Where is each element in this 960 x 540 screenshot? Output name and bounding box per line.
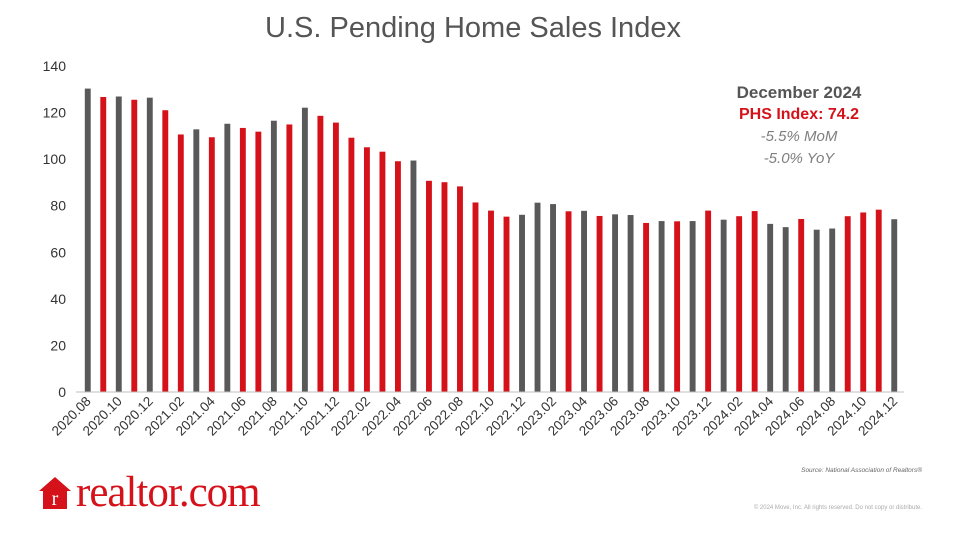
bar-2023.03 [565,211,572,392]
x-axis: 2020.082020.102020.122021.022021.042021.… [49,393,901,438]
logo-wordmark: realtor.com [76,469,261,516]
bar-2023.04 [581,210,588,392]
bar-2022.05 [410,160,417,392]
svg-text:r: r [52,488,59,510]
bar-2024.07 [813,229,820,392]
y-tick-label: 20 [50,337,66,353]
latest-reading-callout: December 2024 PHS Index: 74.2 -5.5% MoM … [704,82,894,170]
callout-index-value: PHS Index: 74.2 [738,106,860,123]
y-tick-label: 120 [43,105,67,121]
bar-2024.12 [891,219,898,392]
y-tick-label: 80 [50,198,66,214]
bar-2022.03 [379,151,386,392]
bar-2021.08 [270,120,277,392]
bar-2021.04 [208,137,215,392]
bar-2023.02 [550,204,556,392]
y-tick-label: 60 [50,244,66,260]
source-note: Source: National Association of Realtors… [801,467,922,474]
bar-2023.05 [596,215,603,392]
callout-mom-change: -5.5% MoM [760,128,838,145]
bar-2023.07 [627,215,634,392]
bar-2022.12 [519,214,525,392]
bar-2024.08 [829,228,836,392]
bar-2022.07 [441,182,448,392]
bar-2022.01 [348,137,355,392]
bar-2021.10 [301,107,308,392]
bar-2021.06 [239,127,246,392]
y-axis: 0 20 40 60 80 100 120 140 [43,58,67,400]
bar-2022.09 [472,202,479,392]
bar-2021.05 [224,123,231,393]
bar-2022.04 [394,161,401,392]
bar-2021.02 [177,134,184,392]
bar-2020.12 [146,97,153,392]
bar-2024.09 [844,216,851,392]
bar-2024.11 [875,209,882,392]
bar-2021.03 [193,129,200,392]
y-tick-label: 0 [58,384,66,400]
bar-2023.10 [674,221,681,392]
bar-2020.09 [100,96,107,392]
realtor-logo: r realtor.com [38,469,261,516]
bar-2024.02 [736,216,743,392]
bars [84,88,898,393]
bar-2022.10 [488,210,494,392]
callout-yoy-change: -5.0% YoY [763,150,835,167]
bar-2023.09 [658,221,665,392]
bar-2022.02 [363,147,370,392]
bar-2023.01 [534,202,541,392]
bar-2024.04 [767,223,774,392]
bar-2021.01 [162,110,169,392]
callout-heading: December 2024 [736,83,862,102]
bar-2021.12 [332,122,339,392]
y-tick-label: 100 [43,151,67,167]
bar-2021.07 [255,131,262,392]
bar-2024.10 [860,212,867,392]
bar-2020.10 [115,96,122,393]
y-tick-label: 140 [43,58,67,74]
bar-2023.06 [612,214,619,392]
bar-2024.01 [720,219,727,392]
house-icon: r [39,477,71,510]
bar-2021.11 [317,115,324,393]
chart-title: U.S. Pending Home Sales Index [265,12,681,44]
bar-2024.05 [782,227,789,392]
y-tick-label: 40 [50,291,66,307]
bar-2022.08 [457,186,463,392]
bar-2023.12 [705,210,712,392]
copyright-note: © 2024 Move, Inc. All rights reserved. D… [753,505,922,511]
bar-2020.08 [84,88,91,392]
bar-2020.11 [131,99,138,392]
bar-2024.03 [751,211,758,392]
bar-2023.11 [689,221,696,392]
bar-2023.08 [643,222,650,392]
bar-2022.06 [426,180,432,392]
bar-2022.11 [503,216,510,392]
bar-2024.06 [798,218,805,392]
bar-2021.09 [286,124,293,392]
